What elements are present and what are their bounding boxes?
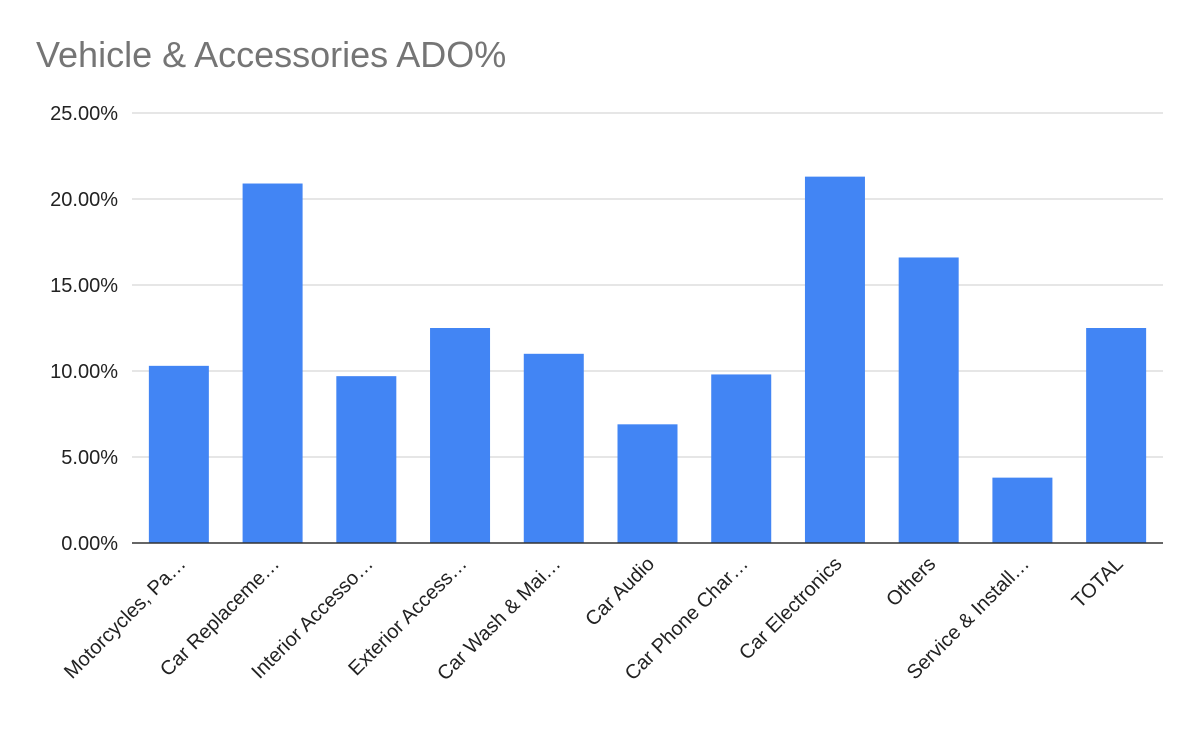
y-tick-label: 20.00%	[50, 189, 118, 211]
bar	[242, 183, 303, 543]
bar	[804, 176, 865, 543]
x-tick-label: Car Audio	[581, 553, 659, 631]
chart-title: Vehicle & Accessories ADO%	[36, 34, 507, 75]
x-tick-label: Car Electronics	[735, 553, 846, 664]
y-tick-label: 0.00%	[61, 533, 118, 555]
bar	[148, 365, 209, 543]
y-tick-label: 10.00%	[50, 361, 118, 383]
bar	[1086, 328, 1147, 543]
x-tick-label: TOTAL	[1068, 553, 1128, 613]
gridlines	[132, 112, 1163, 458]
x-tick-label: Others	[882, 553, 940, 611]
y-axis-ticks: 0.00% 5.00% 10.00% 15.00% 20.00% 25.00%	[50, 103, 118, 555]
bar	[711, 374, 772, 543]
bar	[430, 328, 491, 543]
bar	[992, 477, 1053, 543]
y-tick-label: 5.00%	[61, 447, 118, 469]
bar	[898, 257, 959, 543]
y-tick-label: 25.00%	[50, 103, 118, 125]
bar	[617, 424, 678, 543]
bars	[148, 176, 1147, 543]
x-axis-labels: Motorcycles, Pa…Car Replaceme…Interior A…	[60, 553, 1128, 685]
y-tick-label: 15.00%	[50, 275, 118, 297]
bar	[523, 353, 584, 543]
bar	[336, 376, 397, 543]
